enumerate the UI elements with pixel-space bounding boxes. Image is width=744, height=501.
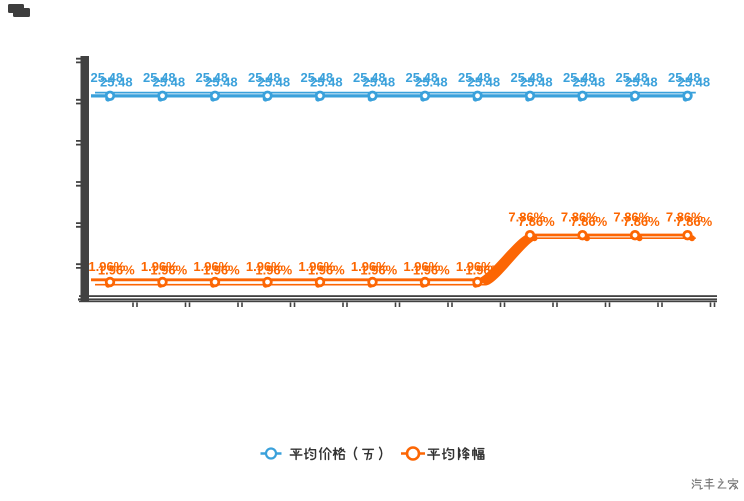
svg-text:7.86%: 7.86% [623,214,660,229]
svg-text:25.48: 25.48 [301,70,334,85]
svg-text:25.48: 25.48 [678,75,711,90]
svg-text:1.96%: 1.96% [465,262,502,277]
svg-text:7.86%: 7.86% [561,209,598,224]
svg-text:1.96%: 1.96% [88,259,125,274]
svg-text:1.96%: 1.96% [203,262,240,277]
svg-text:25.48: 25.48 [353,70,386,85]
svg-text:25.48: 25.48 [415,75,448,90]
svg-text:7.86%: 7.86% [675,214,712,229]
svg-text:1.96%: 1.96% [308,262,345,277]
svg-text:25.48: 25.48 [468,75,501,90]
svg-text:1.96%: 1.96% [193,259,230,274]
svg-text:25.48: 25.48 [406,70,439,85]
svg-text:25.48: 25.48 [458,70,491,85]
svg-text:25.48: 25.48 [196,70,229,85]
svg-text:7.86%: 7.86% [508,209,545,224]
svg-text:25.48: 25.48 [573,75,606,90]
svg-text:25.48: 25.48 [248,70,281,85]
svg-text:7.86%: 7.86% [613,209,650,224]
svg-text:25.48: 25.48 [143,70,176,85]
svg-text:1.96%: 1.96% [403,259,440,274]
svg-text:1.96%: 1.96% [456,259,493,274]
svg-text:25.48: 25.48 [91,70,124,85]
svg-text:25.48: 25.48 [520,75,553,90]
svg-text:25.48: 25.48 [205,75,238,90]
svg-text:25.48: 25.48 [511,70,544,85]
svg-text:1.96%: 1.96% [298,259,335,274]
svg-text:1.96%: 1.96% [413,262,450,277]
svg-text:25.48: 25.48 [363,75,396,90]
svg-text:25.48: 25.48 [668,70,701,85]
svg-text:1.96%: 1.96% [141,259,178,274]
svg-text:25.48: 25.48 [625,75,658,90]
svg-text:25.48: 25.48 [100,75,133,90]
svg-text:25.48: 25.48 [563,70,596,85]
svg-text:25.48: 25.48 [153,75,186,90]
svg-text:1.96%: 1.96% [255,262,292,277]
svg-text:7.86%: 7.86% [518,214,555,229]
svg-text:1.96%: 1.96% [98,262,135,277]
svg-text:25.48: 25.48 [616,70,649,85]
svg-text:1.96%: 1.96% [246,259,283,274]
svg-text:25.48: 25.48 [258,75,291,90]
svg-text:7.86%: 7.86% [666,209,703,224]
svg-text:7.86%: 7.86% [570,214,607,229]
svg-text:1.96%: 1.96% [150,262,187,277]
svg-text:1.96%: 1.96% [351,259,388,274]
svg-text:1.96%: 1.96% [360,262,397,277]
svg-text:25.48: 25.48 [310,75,343,90]
